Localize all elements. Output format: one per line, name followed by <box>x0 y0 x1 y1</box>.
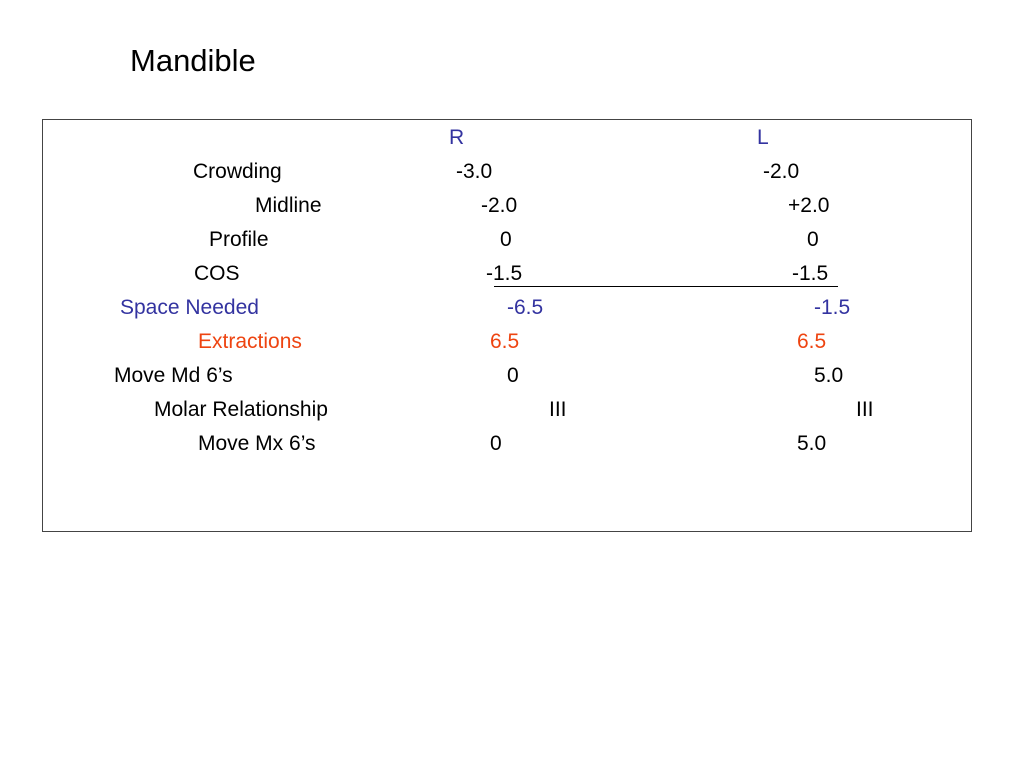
row-label-crowding: Crowding <box>193 160 282 183</box>
row-label-move-mx-6s: Move Mx 6’s <box>198 432 316 455</box>
row-value-midline-l: +2.0 <box>788 194 830 217</box>
row-label-profile: Profile <box>209 228 269 251</box>
row-value-profile-r: 0 <box>500 228 512 251</box>
row-value-space-needed-r: -6.5 <box>507 296 544 319</box>
row-value-move-md-6s-l: 5.0 <box>814 364 844 387</box>
row-value-profile-l: 0 <box>807 228 819 251</box>
row-value-cos-l: -1.5 <box>792 262 829 285</box>
row-label-space-needed: Space Needed <box>120 296 259 319</box>
analysis-table-box <box>42 119 972 532</box>
slide-title: Mandible <box>130 43 256 78</box>
row-label-midline: Midline <box>255 194 322 217</box>
row-value-move-mx-6s-l: 5.0 <box>797 432 827 455</box>
row-value-midline-r: -2.0 <box>481 194 518 217</box>
row-label-molar-relationship: Molar Relationship <box>154 398 328 421</box>
row-label-move-md-6s: Move Md 6’s <box>114 364 233 387</box>
row-value-molar-relationship-l: III <box>856 398 874 421</box>
column-header-right: R <box>449 126 465 149</box>
column-header-left: L <box>757 126 769 149</box>
row-value-move-md-6s-r: 0 <box>507 364 519 387</box>
row-value-crowding-l: -2.0 <box>763 160 800 183</box>
row-value-extractions-l: 6.5 <box>797 330 827 353</box>
row-value-extractions-r: 6.5 <box>490 330 520 353</box>
row-label-cos: COS <box>194 262 240 285</box>
cos-underline <box>494 286 838 287</box>
row-value-space-needed-l: -1.5 <box>814 296 851 319</box>
row-value-molar-relationship-r: III <box>549 398 567 421</box>
row-value-cos-r: -1.5 <box>486 262 523 285</box>
row-value-move-mx-6s-r: 0 <box>490 432 502 455</box>
row-value-crowding-r: -3.0 <box>456 160 493 183</box>
row-label-extractions: Extractions <box>198 330 302 353</box>
